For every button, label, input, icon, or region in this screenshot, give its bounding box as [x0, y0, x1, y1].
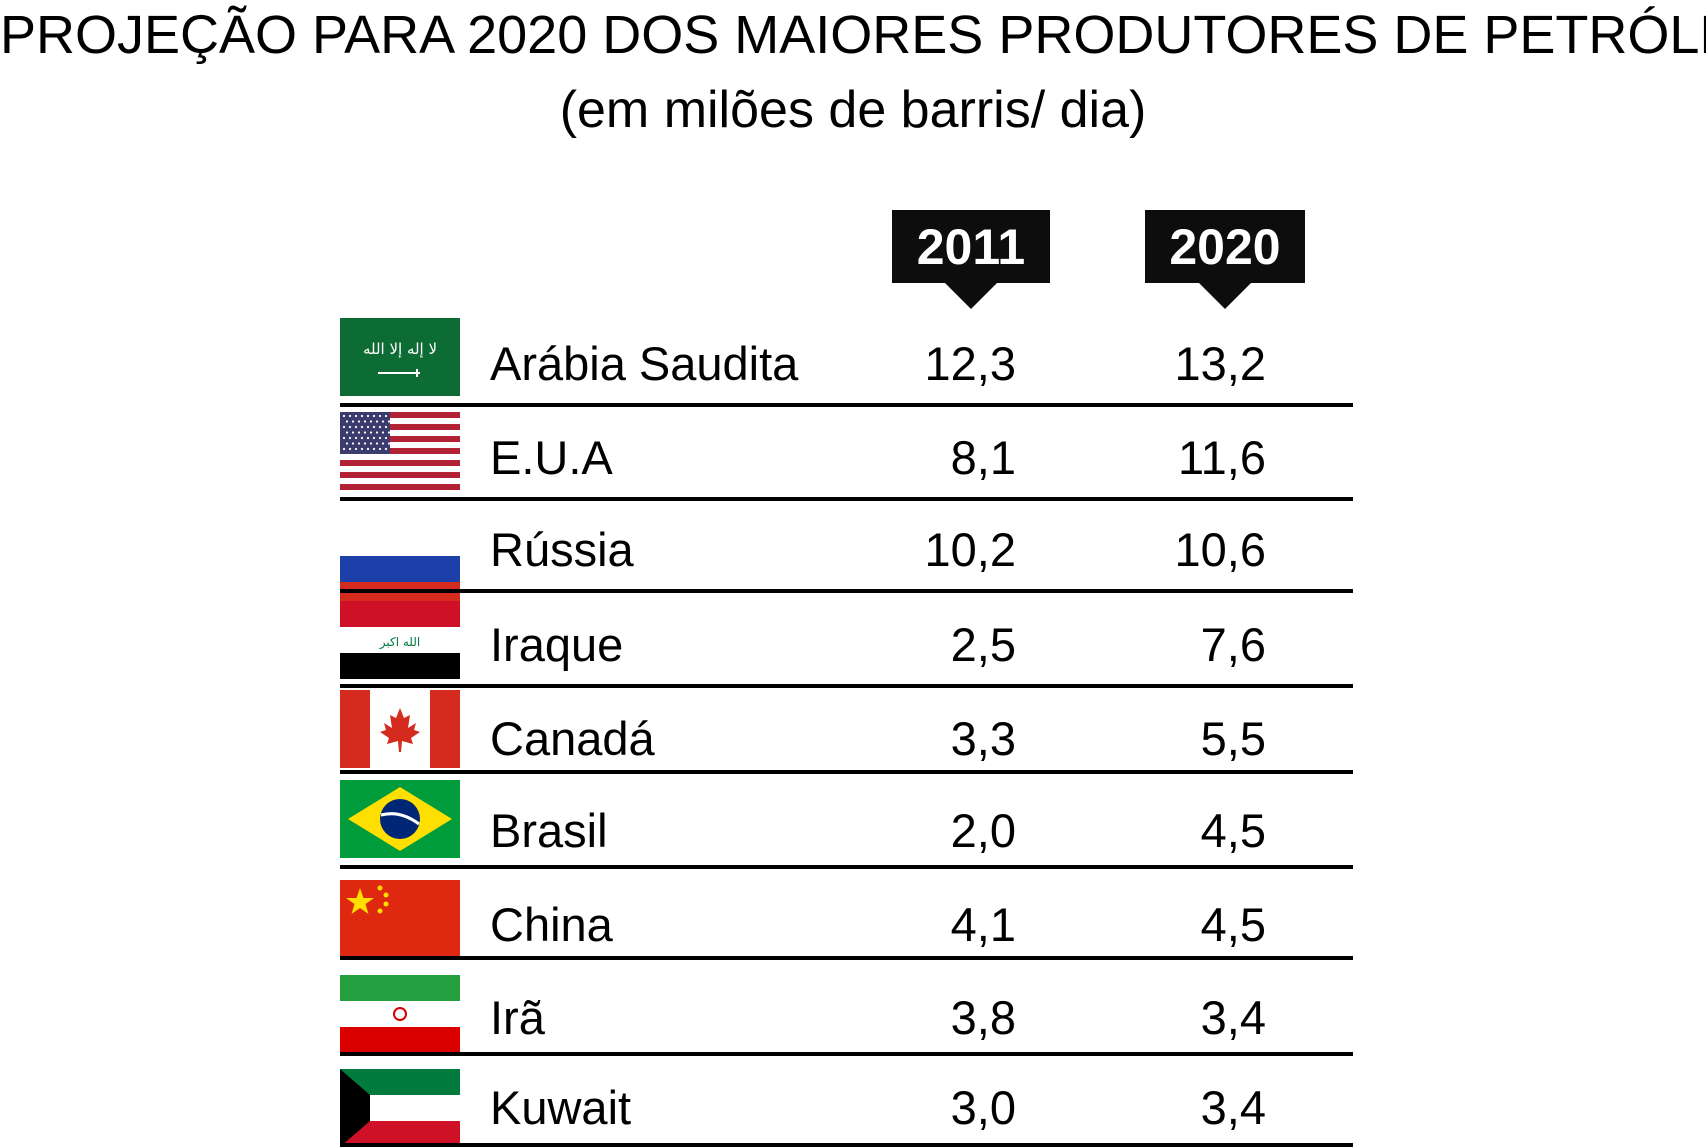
iraq-flag: الله اكبر	[340, 601, 460, 679]
value-2020: 11,6	[1178, 431, 1266, 484]
chart-subtitle: (em milões de barris/ dia)	[559, 81, 1147, 139]
row-divider	[340, 497, 1353, 501]
value-2020: 4,5	[1200, 804, 1266, 857]
country-name: Brasil	[490, 804, 608, 857]
country-name: Arábia Saudita	[490, 337, 799, 390]
china-flag	[340, 880, 460, 958]
value-2011: 3,3	[950, 712, 1016, 765]
country-name: Irã	[490, 991, 545, 1044]
value-2011: 10,2	[924, 523, 1016, 576]
brazil-flag	[340, 780, 460, 858]
value-2011: 12,3	[924, 337, 1016, 390]
country-name: E.U.A	[490, 431, 613, 484]
value-2011: 3,8	[950, 991, 1016, 1044]
row-divider	[340, 403, 1353, 407]
country-name: Iraque	[490, 618, 624, 671]
value-2011: 2,0	[950, 804, 1016, 857]
svg-text:الله اكبر: الله اكبر	[379, 635, 421, 650]
row-divider	[340, 956, 1353, 960]
value-2020: 13,2	[1174, 337, 1266, 390]
country-name: Rússia	[490, 523, 634, 576]
value-2011: 8,1	[950, 431, 1016, 484]
value-2020: 10,6	[1174, 523, 1266, 576]
value-2020: 7,6	[1200, 618, 1266, 671]
row-divider	[340, 684, 1353, 688]
row-divider	[340, 1143, 1353, 1147]
saudi-arabia-flag: ﻻ ﺇﻟﻪ ﺇﻻ ﺍﻟﻠﻪ	[340, 318, 460, 396]
value-2011: 3,0	[950, 1081, 1016, 1134]
canada-flag	[340, 690, 460, 768]
country-name: China	[490, 898, 613, 951]
column-header-2020: 2020	[1145, 210, 1305, 309]
row-divider	[340, 589, 1353, 593]
kuwait-flag	[340, 1069, 460, 1147]
iran-flag	[340, 975, 460, 1053]
row-divider	[340, 1052, 1353, 1056]
value-2020: 3,4	[1200, 1081, 1266, 1134]
country-name: Kuwait	[490, 1081, 632, 1134]
row-divider	[340, 865, 1353, 869]
value-2020: 4,5	[1200, 898, 1266, 951]
country-name: Canadá	[490, 712, 655, 765]
column-header-2011: 2011	[892, 210, 1050, 309]
value-2020: 3,4	[1200, 991, 1266, 1044]
value-2020: 5,5	[1200, 712, 1266, 765]
value-2011: 2,5	[950, 618, 1016, 671]
russia-flag	[340, 530, 460, 608]
value-2011: 4,1	[950, 898, 1016, 951]
chart-title: PROJEÇÃO PARA 2020 DOS MAIORES PRODUTORE…	[0, 5, 1706, 65]
row-divider	[340, 770, 1353, 774]
svg-text:ﻻ ﺇﻟﻪ ﺇﻻ ﺍﻟﻠﻪ: ﻻ ﺇﻟﻪ ﺇﻻ ﺍﻟﻠﻪ	[363, 340, 437, 358]
usa-flag	[340, 412, 460, 490]
